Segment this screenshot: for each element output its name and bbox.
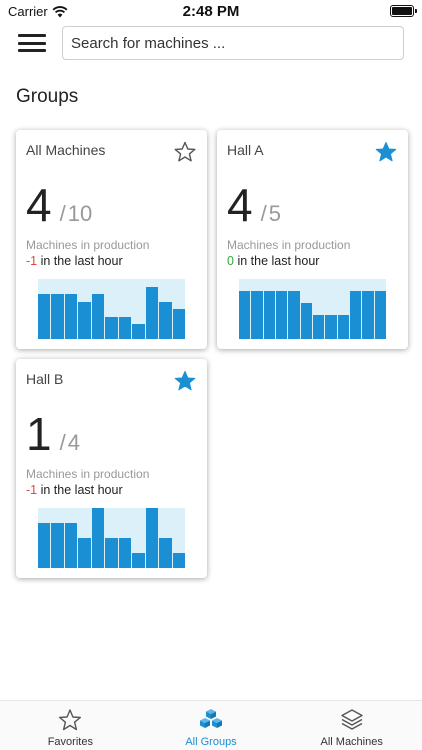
tab-label: All Groups	[185, 736, 237, 748]
history-bar	[105, 538, 119, 568]
delta-value: -1	[26, 483, 38, 497]
history-bar	[51, 523, 65, 568]
carrier-info: Carrier	[8, 4, 68, 19]
history-bar	[251, 291, 264, 339]
menu-icon[interactable]	[18, 32, 46, 54]
battery-icon	[390, 5, 417, 17]
count-caption: Machines in production	[26, 467, 150, 481]
count-separator: /	[59, 430, 66, 455]
delta-value: -1	[26, 254, 38, 268]
history-bar	[374, 291, 386, 339]
layers-icon	[340, 709, 363, 730]
history-bar	[159, 538, 173, 568]
history-bar	[145, 508, 160, 568]
history-bar	[118, 538, 133, 568]
history-bar	[349, 291, 363, 339]
machine-count: 1 / 4	[26, 411, 80, 457]
delta-suffix: in the last hour	[40, 483, 123, 497]
group-title: Hall A	[227, 142, 264, 158]
tab-label: All Machines	[320, 736, 383, 748]
count-separator: /	[260, 201, 267, 226]
history-bar	[337, 315, 350, 339]
history-bar	[288, 291, 301, 339]
production-history-chart	[38, 508, 185, 568]
group-card-hall-a[interactable]: Hall A 4 / 5 Machines in production 0 in…	[217, 130, 408, 349]
status-time: 2:48 PM	[182, 3, 240, 20]
star-outline-icon	[59, 709, 82, 731]
delta-line: 0 in the last hour	[227, 254, 319, 268]
history-bar	[38, 523, 52, 568]
star-outline-icon[interactable]	[173, 140, 197, 164]
machine-count: 4 / 10	[26, 182, 92, 228]
tab-all-machines[interactable]: All Machines	[281, 701, 422, 750]
delta-value: 0	[227, 254, 234, 268]
section-title: Groups	[16, 86, 79, 107]
history-bar	[132, 553, 146, 568]
machine-count: 4 / 5	[227, 182, 281, 228]
history-bar	[275, 291, 289, 339]
count-caption: Machines in production	[26, 238, 150, 252]
status-bar: Carrier 2:48 PM	[0, 0, 422, 24]
delta-suffix: in the last hour	[237, 254, 320, 268]
total-count: 4	[67, 430, 80, 455]
total-count: 5	[268, 201, 281, 226]
production-history-chart	[239, 279, 386, 339]
history-bar	[325, 315, 338, 339]
history-bar	[362, 291, 375, 339]
delta-line: -1 in the last hour	[26, 254, 123, 268]
in-production-count: 1	[26, 408, 52, 460]
tab-bar: Favorites All Groups All Machines	[0, 700, 422, 750]
wifi-icon	[52, 5, 68, 17]
history-bar	[118, 316, 133, 339]
production-history-chart	[38, 279, 185, 339]
star-filled-icon[interactable]	[374, 140, 398, 164]
history-bar	[172, 309, 185, 339]
delta-line: -1 in the last hour	[26, 483, 123, 497]
history-bar	[172, 553, 185, 568]
history-bar	[78, 538, 92, 568]
group-title: All Machines	[26, 142, 106, 158]
history-bar	[91, 294, 106, 339]
star-filled-icon[interactable]	[173, 369, 197, 393]
search-input[interactable]	[62, 26, 404, 60]
in-production-count: 4	[26, 179, 52, 231]
history-bar	[300, 303, 313, 339]
tab-all-groups[interactable]: All Groups	[141, 701, 282, 750]
in-production-count: 4	[227, 179, 253, 231]
history-bar	[145, 286, 160, 339]
total-count: 10	[67, 201, 93, 226]
history-bar	[91, 508, 106, 568]
history-bar	[38, 294, 52, 339]
cubes-icon	[200, 709, 222, 728]
history-bar	[312, 315, 326, 339]
tab-favorites[interactable]: Favorites	[0, 701, 141, 750]
count-separator: /	[59, 201, 66, 226]
history-bar	[64, 523, 79, 568]
history-bar	[64, 294, 79, 339]
group-title: Hall B	[26, 371, 64, 387]
history-bar	[159, 301, 173, 339]
group-card-hall-b[interactable]: Hall B 1 / 4 Machines in production -1 i…	[16, 359, 207, 578]
tab-label: Favorites	[47, 736, 93, 748]
history-bar	[105, 316, 119, 339]
history-bar	[78, 301, 92, 339]
carrier-label: Carrier	[8, 4, 48, 19]
count-caption: Machines in production	[227, 238, 351, 252]
history-bar	[263, 291, 276, 339]
history-bar	[132, 324, 146, 339]
delta-suffix: in the last hour	[40, 254, 123, 268]
group-card-all-machines[interactable]: All Machines 4 / 10 Machines in producti…	[16, 130, 207, 349]
history-bar	[239, 291, 252, 339]
history-bar	[51, 294, 65, 339]
